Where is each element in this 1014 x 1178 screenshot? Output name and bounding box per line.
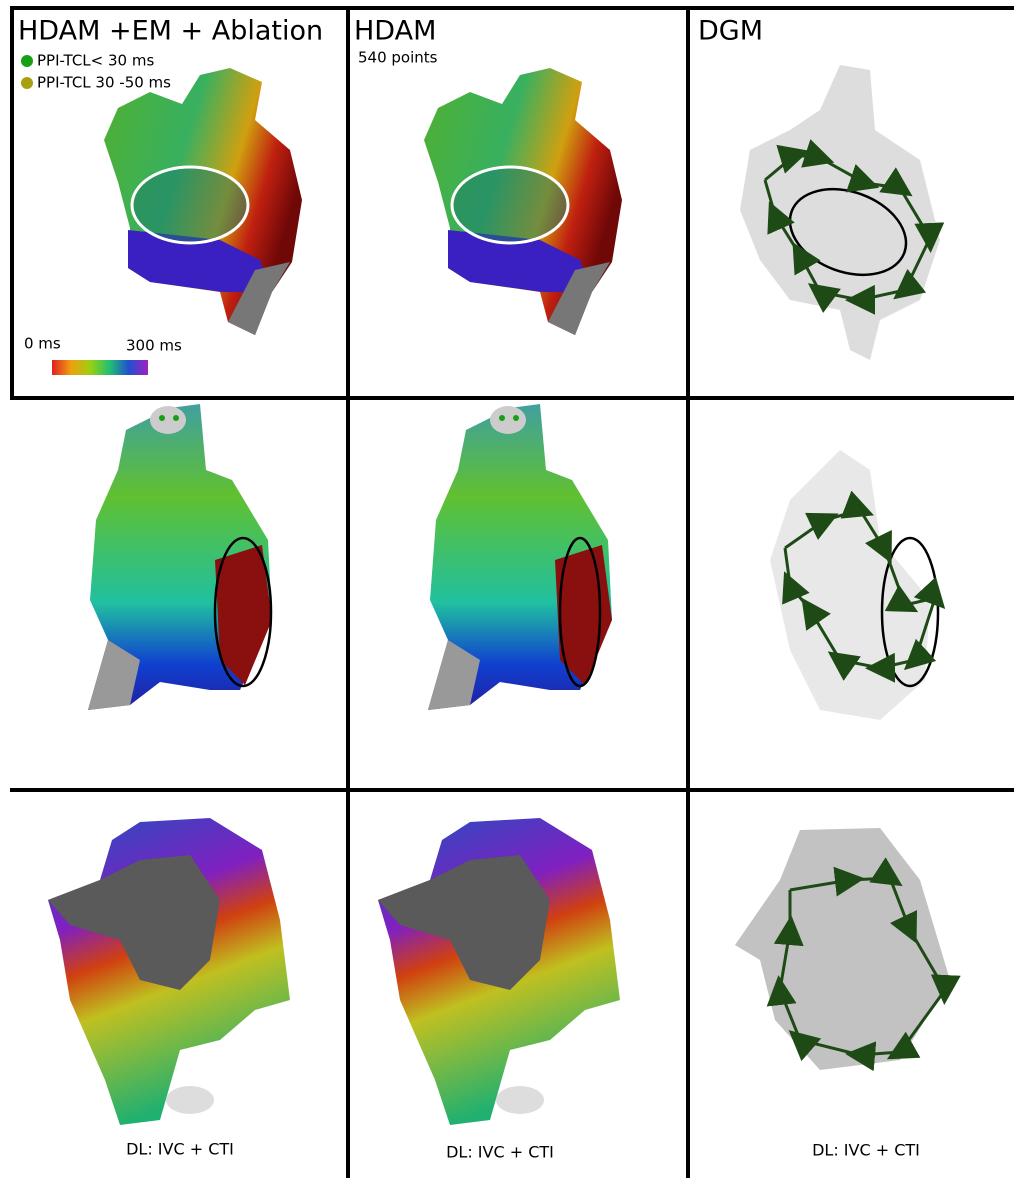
- colorbar-min: 0 ms: [24, 335, 61, 353]
- panel-row-2: [88, 404, 938, 720]
- map: [88, 404, 272, 710]
- panel-title: DGM: [698, 16, 763, 47]
- map: [378, 818, 620, 1125]
- caption: DL: IVC + CTI: [446, 1143, 554, 1162]
- map: [48, 818, 290, 1125]
- map: [428, 404, 612, 710]
- map: [424, 68, 622, 335]
- panel-title: HDAM +EM + Ablation: [18, 16, 323, 47]
- caption: DL: IVC + CTI: [126, 1140, 234, 1159]
- colorbar-max: 300 ms: [126, 337, 182, 355]
- panel-row-3: [48, 818, 950, 1125]
- map: [104, 68, 302, 335]
- panel-subtitle: 540 points: [358, 49, 438, 67]
- colorbar: [52, 360, 148, 375]
- legend-label: PPI-TCL 30 -50 ms: [37, 74, 171, 92]
- legend-label: PPI-TCL< 30 ms: [37, 52, 154, 70]
- caption: DL: IVC + CTI: [812, 1141, 920, 1160]
- legend-dot: [21, 55, 33, 67]
- panel-title: HDAM: [354, 16, 436, 47]
- figure: HDAM +EM + Ablation HDAM DGM 540 points …: [0, 0, 1014, 1178]
- legend: PPI-TCL< 30 ms PPI-TCL 30 -50 ms: [21, 52, 171, 92]
- panel-row-1: [52, 65, 940, 375]
- dgm-cloud: [740, 65, 940, 360]
- legend-dot: [21, 77, 33, 89]
